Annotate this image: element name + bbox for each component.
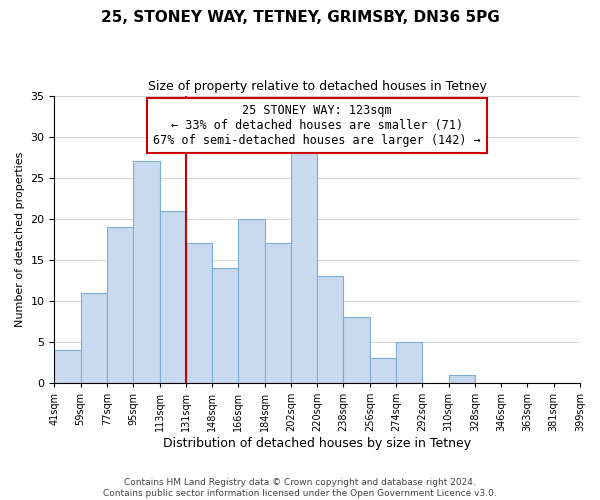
Bar (55, 350, 80, 383)
Bar (80, 292, 107, 383)
Bar (238, 219, 265, 383)
Bar (370, 358, 396, 383)
X-axis label: Distribution of detached houses by size in Tetney: Distribution of detached houses by size … (163, 437, 471, 450)
Bar (107, 227, 133, 383)
Text: 25 STONEY WAY: 123sqm
← 33% of detached houses are smaller (71)
67% of semi-deta: 25 STONEY WAY: 123sqm ← 33% of detached … (154, 104, 481, 147)
Bar (186, 244, 212, 383)
Bar (160, 210, 186, 383)
Bar (265, 244, 291, 383)
Title: Size of property relative to detached houses in Tetney: Size of property relative to detached ho… (148, 80, 487, 93)
Bar (291, 153, 317, 383)
Bar (317, 276, 343, 383)
Bar (133, 162, 160, 383)
Bar (449, 375, 475, 383)
Text: 25, STONEY WAY, TETNEY, GRIMSBY, DN36 5PG: 25, STONEY WAY, TETNEY, GRIMSBY, DN36 5P… (101, 10, 499, 25)
Text: Contains HM Land Registry data © Crown copyright and database right 2024.
Contai: Contains HM Land Registry data © Crown c… (103, 478, 497, 498)
Bar (212, 268, 238, 383)
Bar (343, 318, 370, 383)
Bar (396, 342, 422, 383)
Y-axis label: Number of detached properties: Number of detached properties (15, 152, 25, 327)
